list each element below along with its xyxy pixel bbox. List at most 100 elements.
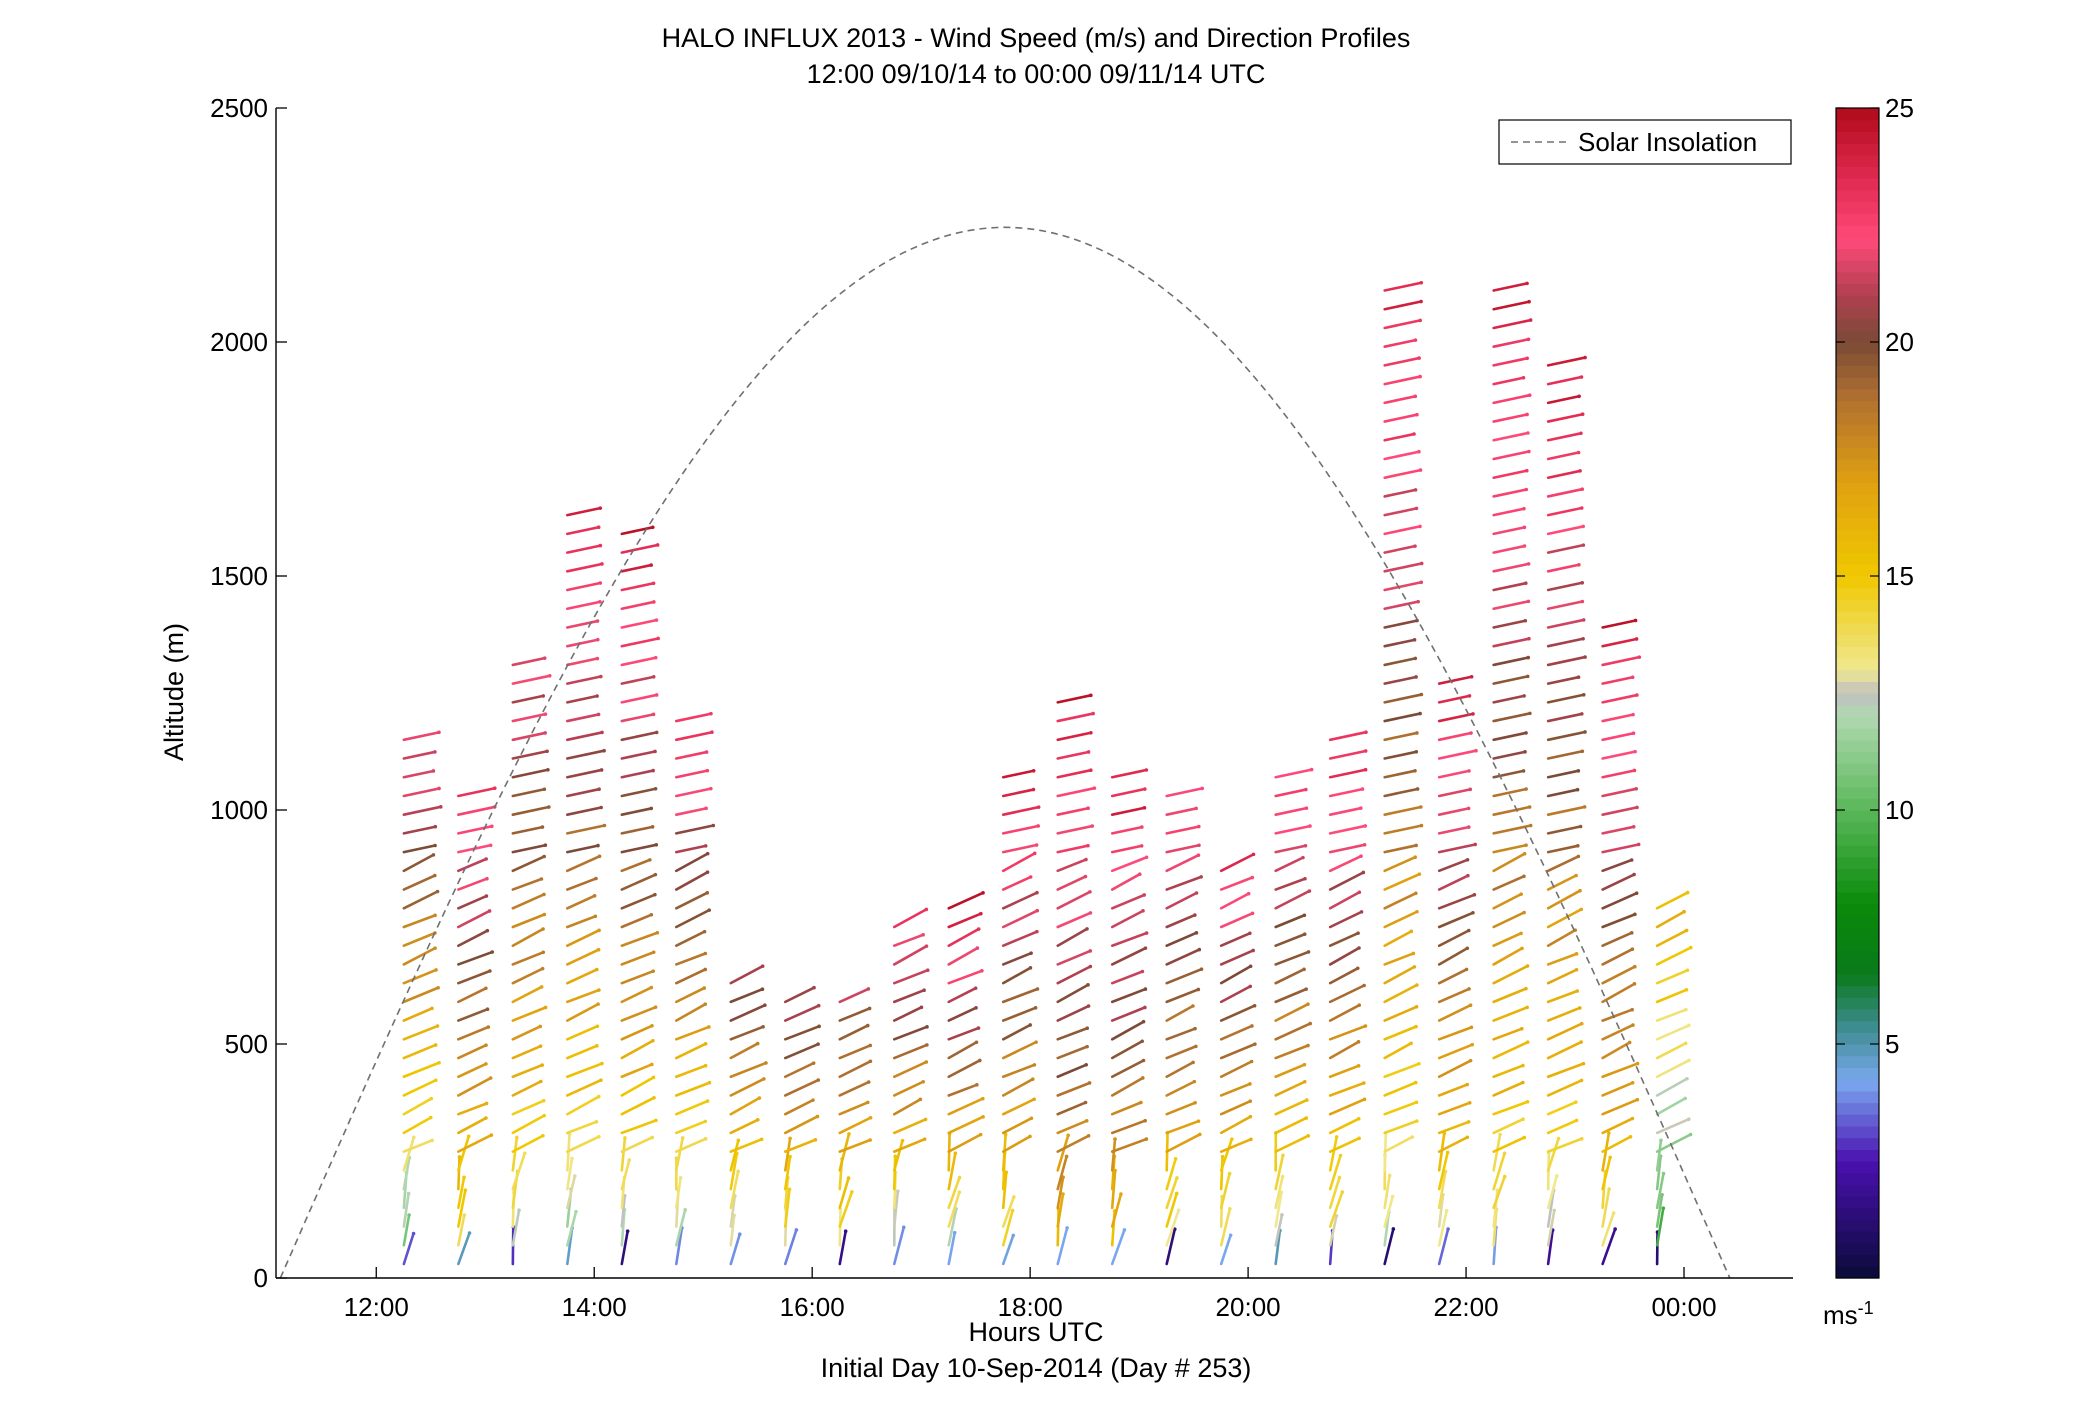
wind-barb-head <box>924 1060 929 1064</box>
wind-barb <box>1546 1062 1585 1079</box>
wind-barb-head <box>1413 394 1418 399</box>
wind-barb-head <box>1635 693 1639 697</box>
wind-barbs <box>402 280 1693 1266</box>
wind-barb <box>1219 1099 1252 1116</box>
wind-barb <box>1056 858 1088 873</box>
wind-barb-head <box>1632 964 1637 969</box>
wind-barb <box>1601 750 1637 760</box>
wind-barb-head <box>538 1024 543 1029</box>
wind-barb <box>620 637 660 648</box>
wind-barb <box>1219 1024 1254 1041</box>
wind-barb-head <box>433 843 437 848</box>
wind-barb <box>1056 1026 1089 1041</box>
wind-barb <box>675 908 711 929</box>
wind-barb-head <box>1660 1193 1664 1197</box>
wind-barb <box>1492 488 1528 498</box>
wind-barb-head <box>433 913 437 918</box>
wind-profile-column <box>1546 355 1587 1266</box>
wind-barb <box>1546 1137 1560 1172</box>
wind-barb <box>1383 872 1421 891</box>
wind-barb-head <box>594 967 599 972</box>
wind-barb <box>783 1115 819 1135</box>
wind-barb <box>511 787 546 798</box>
wind-barb <box>1110 1020 1145 1041</box>
wind-barb <box>457 969 492 985</box>
wind-barb-head <box>1065 1226 1069 1230</box>
wind-barb <box>566 968 599 985</box>
colorbar-segment <box>1836 353 1879 366</box>
wind-barb-head <box>816 1042 820 1046</box>
wind-barb-head <box>1574 1118 1579 1123</box>
wind-barb <box>620 825 654 835</box>
wind-barb-head <box>597 988 601 992</box>
wind-barb <box>402 1078 438 1097</box>
wind-barb <box>1328 1024 1367 1041</box>
wind-barb-head <box>1524 787 1528 791</box>
colorbar-segment <box>1836 1207 1879 1221</box>
wind-barb-head <box>1414 675 1418 679</box>
wind-barb <box>620 931 659 948</box>
wind-barb-head <box>1141 1058 1146 1063</box>
wind-barb-head <box>596 947 601 952</box>
wind-barb-head <box>1634 787 1638 791</box>
wind-barb-head <box>788 1154 792 1159</box>
wind-barb-head <box>1410 1135 1415 1139</box>
colorbar-segment <box>1836 938 1879 951</box>
wind-barb-head <box>1686 1117 1691 1122</box>
wind-barb-head <box>545 749 549 754</box>
wind-barb <box>1056 750 1090 760</box>
wind-barb-head <box>543 731 547 735</box>
wind-profile-column <box>674 711 716 1266</box>
wind-barb <box>1274 824 1312 835</box>
wind-barb <box>675 807 708 816</box>
wind-barb-head <box>978 1132 983 1137</box>
wind-barb <box>1274 932 1307 948</box>
colorbar-frame <box>1835 107 1880 1279</box>
wind-barb-head <box>1337 1175 1342 1180</box>
colorbar-segment <box>1836 459 1879 472</box>
wind-barb <box>1546 730 1587 742</box>
wind-barb <box>947 1133 982 1153</box>
wind-barb <box>1492 1100 1529 1116</box>
wind-barb <box>892 1118 927 1135</box>
wind-barb-head <box>488 843 493 848</box>
wind-barb <box>1601 787 1638 798</box>
wind-barb-head <box>1581 692 1586 697</box>
wind-barb <box>1546 1209 1556 1247</box>
wind-barb <box>1437 1120 1471 1135</box>
wind-barb <box>1056 1226 1069 1266</box>
colorbar-segment <box>1836 166 1879 179</box>
wind-barb-head <box>1061 1192 1065 1196</box>
wind-barb <box>675 952 707 966</box>
wind-barb <box>675 870 709 891</box>
wind-barb <box>1546 1079 1583 1097</box>
wind-barb-head <box>974 1040 979 1045</box>
colorbar-segment <box>1836 494 1879 507</box>
wind-barb-head <box>1086 983 1090 987</box>
wind-barb <box>947 1190 961 1228</box>
colorbar-segment <box>1836 739 1879 753</box>
colorbar-segment <box>1836 693 1879 706</box>
wind-barb <box>1492 1152 1506 1191</box>
wind-barb-head <box>596 525 601 530</box>
wind-barb-head <box>1415 909 1419 914</box>
wind-barb-head <box>1630 1080 1635 1085</box>
wind-barb-head <box>1635 1097 1640 1102</box>
colorbar-segment <box>1836 728 1879 741</box>
wind-barb-head <box>1525 412 1529 417</box>
wind-barb-head <box>1251 948 1255 953</box>
wind-barb-head <box>815 1114 820 1119</box>
wind-barb <box>457 805 497 816</box>
wind-barb-head <box>1414 843 1418 848</box>
wind-barb-head <box>1415 1119 1419 1123</box>
wind-barb-head <box>1525 1100 1530 1104</box>
wind-barb-head <box>1411 951 1416 956</box>
wind-barb <box>783 1004 820 1022</box>
wind-barb-head <box>1419 805 1423 809</box>
wind-barb-head <box>1628 1134 1633 1139</box>
wind-barb-head <box>1414 1100 1419 1105</box>
wind-barb <box>1437 749 1478 760</box>
colorbar-tick-label: 15 <box>1885 561 1914 591</box>
wind-barb <box>1328 890 1361 910</box>
colorbar-segment <box>1836 295 1879 308</box>
